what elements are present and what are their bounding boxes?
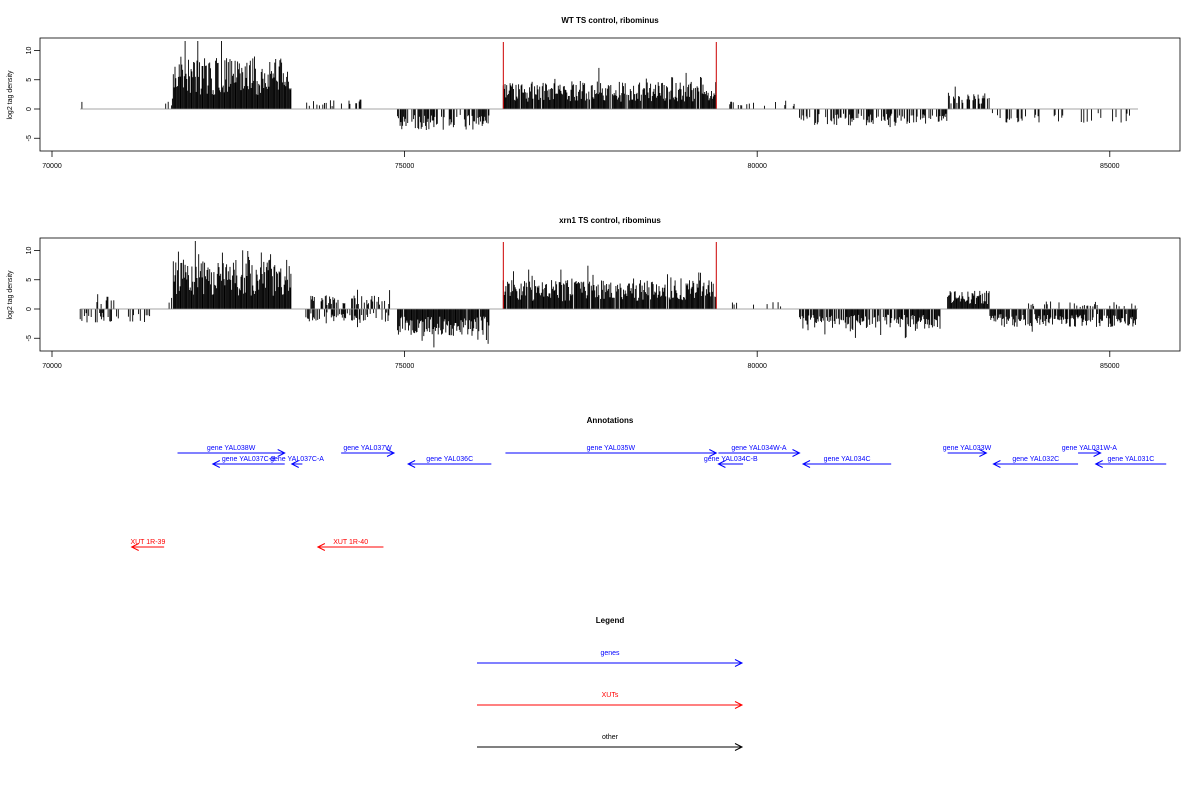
x-tick-label: 85000 xyxy=(1100,363,1120,370)
feature-arrowhead xyxy=(992,460,1001,468)
wt-panel-ylabel: log2 tag density xyxy=(7,70,14,120)
wt-panel-frame xyxy=(39,37,1181,152)
feature-label: gene YAL034W-A xyxy=(731,445,787,452)
feature-label: XUT 1R-40 xyxy=(333,539,368,546)
gene-annotation: gene YAL032C xyxy=(992,456,1079,468)
gene-annotation: gene YAL035W xyxy=(505,445,718,457)
xut-annotation: XUT 1R-39 xyxy=(130,539,165,551)
legend-arrowhead xyxy=(734,701,744,709)
feature-label: gene YAL034C-B xyxy=(704,456,758,463)
feature-arrowhead xyxy=(1094,460,1103,468)
y-tick-label: 10 xyxy=(26,47,33,55)
feature-label: XUT 1R-39 xyxy=(130,539,165,546)
x-tick-label: 75000 xyxy=(395,163,415,170)
gene-annotation: gene YAL037C-B xyxy=(211,456,285,468)
xrn1-density-panel: xrn1 TS control, ribominus log2 tag dens… xyxy=(7,216,1181,370)
feature-arrowhead xyxy=(407,460,416,468)
y-tick-label: -5 xyxy=(26,135,33,141)
legend-arrowhead xyxy=(734,659,744,667)
xut-annotation: XUT 1R-40 xyxy=(316,539,384,551)
feature-arrowhead xyxy=(717,460,726,468)
feature-arrowhead xyxy=(290,460,299,468)
feature-label: gene YAL037C-B xyxy=(222,456,276,463)
x-tick-label: 80000 xyxy=(747,363,767,370)
legend-label: genes xyxy=(600,650,620,657)
gene-annotation: gene YAL038W xyxy=(177,445,286,457)
feature-arrowhead xyxy=(979,449,988,457)
feature-arrowhead xyxy=(316,543,326,551)
y-tick-label: 5 xyxy=(26,278,33,282)
y-tick-label: 5 xyxy=(26,78,33,82)
feature-label: gene YAL036C xyxy=(426,456,473,463)
gene-annotation: gene YAL037C-A xyxy=(270,456,324,468)
feature-label: gene YAL035W xyxy=(587,445,636,452)
y-tick-label: -5 xyxy=(26,335,33,341)
feature-arrowhead xyxy=(211,460,221,468)
x-tick-label: 70000 xyxy=(42,163,62,170)
feature-arrowhead xyxy=(386,449,396,457)
y-tick-label: 0 xyxy=(26,107,33,111)
wt-density-panel: WT TS control, ribominus log2 tag densit… xyxy=(7,16,1181,170)
gene-annotation: gene YAL034W-A xyxy=(718,445,801,457)
legend-item: other xyxy=(477,734,744,751)
x-tick-label: 85000 xyxy=(1100,163,1120,170)
y-tick-label: 0 xyxy=(26,307,33,311)
feature-arrowhead xyxy=(1093,449,1102,457)
legend-items: genes XUTs other xyxy=(477,650,744,751)
feature-label: gene YAL031W-A xyxy=(1062,445,1118,452)
gene-annotation: gene YAL031C xyxy=(1094,456,1167,468)
gene-annotation: gene YAL034C xyxy=(801,456,892,468)
wt-panel-axes: -5 0 5 10 70000 75000 80000 85000 xyxy=(26,47,1138,170)
legend: Legend genes XUTs other xyxy=(477,616,744,751)
x-tick-label: 80000 xyxy=(747,163,767,170)
xrn1-panel-axes: -5 0 5 10 70000 75000 80000 85000 xyxy=(26,247,1138,370)
gene-annotation: gene YAL034C-B xyxy=(704,456,758,468)
gene-annotation: gene YAL036C xyxy=(407,456,492,468)
xrn1-panel-bars xyxy=(79,241,1137,348)
xrn1-panel-title: xrn1 TS control, ribominus xyxy=(559,216,661,225)
xrn1-panel-frame xyxy=(39,237,1181,352)
legend-arrowhead xyxy=(734,743,744,751)
legend-label: XUTs xyxy=(602,692,619,699)
wt-panel-title: WT TS control, ribominus xyxy=(561,16,659,25)
feature-arrowhead xyxy=(130,543,139,551)
feature-label: gene YAL032C xyxy=(1012,456,1059,463)
legend-label: other xyxy=(602,734,619,741)
wt-panel-bars xyxy=(81,41,1130,130)
legend-item: genes xyxy=(477,650,744,667)
feature-arrowhead xyxy=(277,449,286,457)
feature-label: gene YAL037C-A xyxy=(270,456,324,463)
feature-arrowhead xyxy=(709,449,718,457)
feature-label: gene YAL038W xyxy=(207,445,256,452)
gene-annotation: gene YAL033W xyxy=(943,445,992,457)
feature-label: gene YAL033W xyxy=(943,445,992,452)
gene-annotation: gene YAL031W-A xyxy=(1062,445,1118,457)
annotations-title: Annotations xyxy=(587,416,634,425)
gene-annotation: gene YAL037W xyxy=(341,445,396,457)
legend-item: XUTs xyxy=(477,692,744,709)
feature-label: gene YAL037W xyxy=(343,445,392,452)
legend-title: Legend xyxy=(596,616,625,625)
y-tick-label: 10 xyxy=(26,247,33,255)
x-tick-label: 75000 xyxy=(395,363,415,370)
feature-arrowhead xyxy=(801,460,811,468)
feature-label: gene YAL031C xyxy=(1108,456,1155,463)
feature-label: gene YAL034C xyxy=(824,456,871,463)
feature-arrowhead xyxy=(792,449,801,457)
x-tick-label: 70000 xyxy=(42,363,62,370)
xrn1-panel-ylabel: log2 tag density xyxy=(7,270,14,320)
